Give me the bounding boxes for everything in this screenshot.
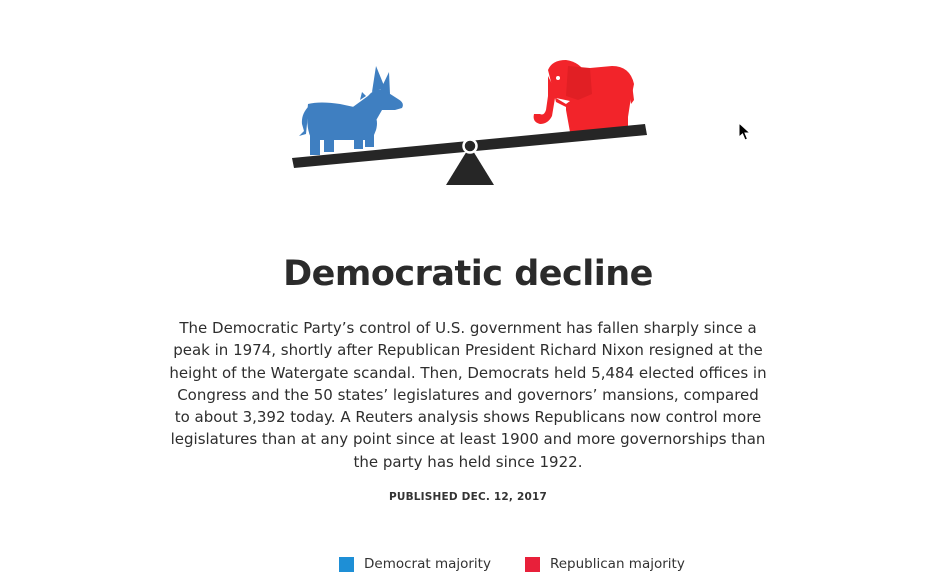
article-summary: The Democratic Party’s control of U.S. g…	[169, 319, 767, 471]
chart-legend: Democrat majority Republican majority	[339, 553, 685, 575]
elephant-icon	[533, 60, 634, 132]
published-date: PUBLISHED DEC. 12, 2017	[388, 491, 548, 503]
page-title: Democratic decline	[283, 254, 653, 294]
mouse-cursor-icon	[738, 122, 752, 141]
legend-label-republican: Republican majority	[549, 556, 685, 572]
republican-swatch	[524, 556, 540, 572]
legend-label-democrat: Democrat majority	[364, 556, 491, 572]
legend-item-democrat: Democrat majority	[339, 556, 491, 572]
seesaw-illustration	[292, 60, 647, 185]
seesaw-icon	[292, 124, 647, 185]
elephant-tusk	[556, 98, 570, 104]
legend-item-republican: Republican majority	[524, 556, 685, 572]
democrat-swatch	[339, 556, 354, 572]
donkey-icon	[299, 66, 403, 155]
elephant-eye	[556, 76, 560, 80]
